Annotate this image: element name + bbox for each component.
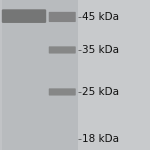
Text: 25 kDa: 25 kDa bbox=[82, 87, 120, 97]
Bar bbox=[0, 0, 2, 150]
FancyBboxPatch shape bbox=[49, 46, 76, 54]
FancyBboxPatch shape bbox=[49, 12, 76, 22]
Text: 45 kDa: 45 kDa bbox=[82, 12, 120, 21]
FancyBboxPatch shape bbox=[2, 9, 46, 23]
Text: 35 kDa: 35 kDa bbox=[82, 45, 120, 55]
FancyBboxPatch shape bbox=[49, 88, 76, 96]
Text: 18 kDa: 18 kDa bbox=[82, 134, 120, 144]
Bar bbox=[0, 0, 78, 150]
